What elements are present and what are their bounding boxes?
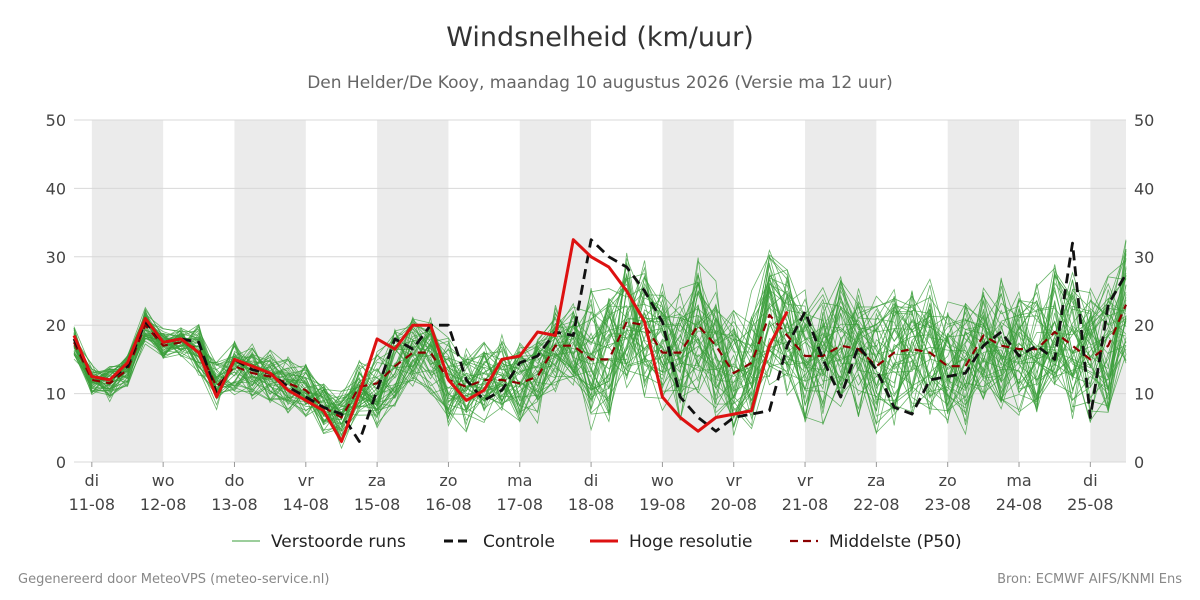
chart-title: Windsnelheid (km/uur) (446, 22, 754, 53)
x-tick-date: 25-08 (1067, 495, 1114, 514)
x-tick-day: vr (726, 471, 742, 490)
x-tick-date: 20-08 (710, 495, 757, 514)
weekend-bands (91, 120, 1126, 462)
y-tick-left: 50 (46, 111, 66, 130)
y-tick-left: 0 (56, 453, 66, 472)
ensemble-run-41 (73, 292, 1127, 424)
series-hoge-resolutie (72, 238, 789, 443)
x-tick-date: 21-08 (782, 495, 829, 514)
x-tick-date: 13-08 (211, 495, 258, 514)
ensemble-run-15 (73, 281, 1127, 423)
y-tick-left: 30 (46, 248, 66, 267)
y-tick-right: 20 (1134, 316, 1154, 335)
x-tick-day: vr (797, 471, 813, 490)
day-band-0 (91, 120, 164, 462)
legend: Verstoorde runs Controle Hoge resolutie Mid… (232, 532, 962, 552)
legend-label-1: Controle (483, 532, 555, 552)
footer-source: Bron: ECMWF AIFS/KNMI Ens (997, 572, 1182, 587)
x-axis: di 11-08 wo 12-08 do 13-08 vr 14-08 za 15-08 zo 16-… (69, 462, 1114, 514)
x-tick-day: ma (507, 471, 532, 490)
x-tick-day: di (1083, 471, 1098, 490)
x-tick-day: wo (651, 471, 674, 490)
y-axis-left: 0 10 20 30 40 50 (46, 111, 66, 472)
x-tick-date: 15-08 (354, 495, 401, 514)
ensemble-run-42 (73, 275, 1127, 441)
x-tick-date: 16-08 (425, 495, 472, 514)
x-tick-date: 18-08 (568, 495, 615, 514)
x-tick-day: za (368, 471, 386, 490)
ensemble-run-44 (73, 249, 1127, 444)
legend-label-3: Middelste (P50) (829, 532, 962, 552)
x-tick-date: 23-08 (924, 495, 971, 514)
y-tick-left: 20 (46, 316, 66, 335)
x-tick-date: 24-08 (996, 495, 1043, 514)
chart-subtitle: Den Helder/De Kooy, maandag 10 augustus … (307, 73, 893, 93)
day-band-6 (947, 120, 1020, 462)
ensemble-run-9 (73, 276, 1127, 421)
x-tick-date: 19-08 (639, 495, 686, 514)
x-tick-date: 14-08 (283, 495, 330, 514)
ensemble-run-46 (73, 280, 1127, 433)
day-band-1 (234, 120, 306, 462)
legend-label-0: Verstoorde runs (271, 532, 406, 552)
day-band-2 (377, 120, 449, 462)
y-axis-right: 0 10 20 30 40 50 (1134, 111, 1154, 472)
ensemble-runs (73, 239, 1127, 450)
ensemble-run-34 (73, 272, 1127, 443)
ensemble-run-48 (73, 254, 1127, 434)
y-tick-right: 0 (1134, 453, 1144, 472)
x-tick-day: do (224, 471, 244, 490)
ensemble-run-37 (73, 263, 1127, 425)
ensemble-run-26 (73, 305, 1127, 422)
x-tick-day: zo (439, 471, 457, 490)
ensemble-run-35 (73, 281, 1127, 421)
x-tick-day: zo (939, 471, 957, 490)
ensemble-run-16 (73, 264, 1127, 428)
y-tick-left: 10 (46, 385, 66, 404)
x-tick-date: 11-08 (69, 495, 116, 514)
x-tick-day: za (867, 471, 885, 490)
x-tick-day: di (584, 471, 599, 490)
y-tick-right: 30 (1134, 248, 1154, 267)
y-tick-right: 40 (1134, 179, 1154, 198)
main-series (72, 238, 1128, 443)
y-tick-right: 10 (1134, 385, 1154, 404)
x-tick-day: di (85, 471, 100, 490)
x-tick-date: 22-08 (853, 495, 900, 514)
ensemble-run-33 (73, 273, 1127, 441)
x-tick-day: ma (1006, 471, 1031, 490)
ensemble-run-31 (73, 276, 1127, 431)
x-tick-date: 12-08 (140, 495, 187, 514)
x-tick-date: 17-08 (497, 495, 544, 514)
x-tick-day: wo (152, 471, 175, 490)
ensemble-run-47 (73, 256, 1127, 432)
footer-generator: Gegenereerd door MeteoVPS (meteo-service… (18, 572, 330, 587)
ensemble-run-49 (73, 262, 1127, 434)
x-tick-day: vr (298, 471, 314, 490)
legend-label-2: Hoge resolutie (629, 532, 753, 552)
y-tick-left: 40 (46, 179, 66, 198)
series-controle (72, 238, 1128, 443)
y-tick-right: 50 (1134, 111, 1154, 130)
